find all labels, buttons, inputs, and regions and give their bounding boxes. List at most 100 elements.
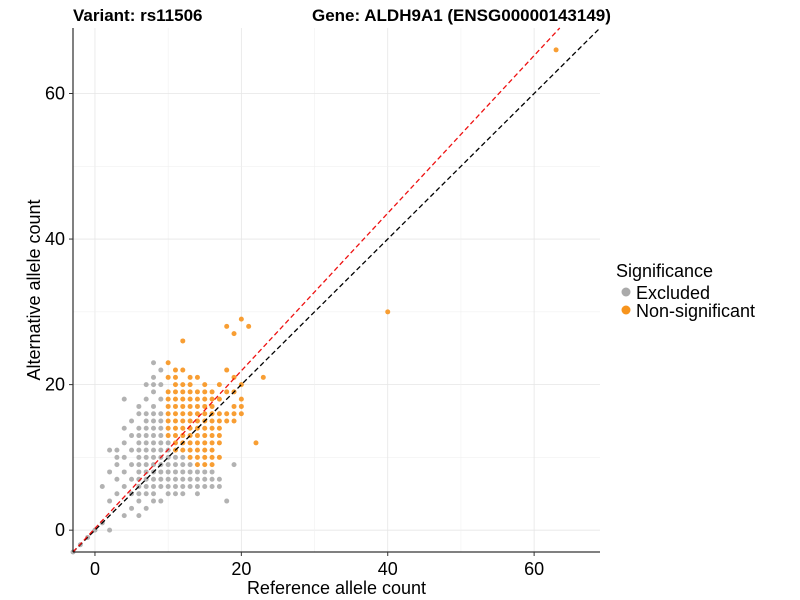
point-excluded (172, 476, 178, 482)
point-excluded (129, 505, 135, 511)
point-non-significant (165, 418, 171, 424)
point-non-significant (231, 374, 237, 380)
point-non-significant (187, 418, 193, 424)
point-excluded (158, 440, 164, 446)
point-excluded (165, 469, 171, 475)
point-excluded (107, 447, 113, 453)
point-non-significant (202, 389, 208, 395)
legend-swatch-non-significant (621, 305, 631, 315)
point-non-significant (172, 411, 178, 417)
point-excluded (209, 484, 215, 489)
point-excluded (136, 454, 142, 460)
point-non-significant (194, 389, 200, 395)
point-excluded (107, 498, 113, 504)
point-non-significant (172, 367, 178, 373)
point-excluded (187, 484, 193, 489)
legend-title: Significance (616, 261, 713, 281)
ticks: 0 20 40 60 0 20 40 60 (45, 84, 544, 580)
point-excluded (187, 469, 193, 475)
point-non-significant (246, 323, 252, 329)
point-excluded (151, 374, 157, 380)
point-excluded (143, 425, 149, 431)
point-non-significant (260, 374, 266, 380)
point-non-significant (172, 374, 178, 380)
y-tick-label: 60 (45, 84, 65, 104)
point-excluded (121, 440, 127, 446)
point-excluded (143, 411, 149, 417)
point-excluded (202, 469, 208, 475)
point-non-significant (224, 367, 230, 373)
point-excluded (180, 484, 186, 489)
point-excluded (129, 462, 135, 468)
point-non-significant (172, 396, 178, 402)
point-non-significant (224, 389, 230, 395)
point-non-significant (172, 382, 178, 388)
y-tick-label: 0 (55, 520, 65, 540)
point-excluded (136, 447, 142, 453)
point-excluded (136, 425, 142, 431)
reference-line-identity (72, 27, 601, 553)
point-non-significant (209, 403, 215, 409)
point-non-significant (194, 447, 200, 453)
point-excluded (180, 462, 186, 468)
chart-title-variant: Variant: rs11506 (73, 6, 202, 25)
point-excluded (202, 476, 208, 482)
point-excluded (172, 491, 178, 497)
point-non-significant (209, 447, 215, 453)
point-non-significant (187, 440, 193, 446)
point-excluded (165, 491, 171, 497)
point-excluded (136, 462, 142, 468)
point-excluded (194, 491, 200, 497)
point-excluded (107, 469, 113, 475)
reference-lines (72, 27, 601, 553)
point-excluded (143, 396, 149, 402)
point-non-significant (165, 403, 171, 409)
point-excluded (151, 433, 157, 439)
legend-swatch-excluded (621, 287, 631, 297)
point-non-significant (194, 396, 200, 402)
point-non-significant (209, 418, 215, 424)
point-excluded (216, 476, 222, 482)
point-non-significant (194, 374, 200, 380)
x-tick-label: 40 (378, 559, 398, 579)
point-non-significant (202, 462, 208, 468)
point-non-significant (202, 454, 208, 460)
point-non-significant (209, 462, 215, 468)
point-non-significant (180, 447, 186, 453)
point-non-significant (172, 433, 178, 439)
point-excluded (151, 447, 157, 453)
point-non-significant (187, 411, 193, 417)
point-non-significant (172, 418, 178, 424)
point-non-significant (216, 454, 222, 460)
point-excluded (158, 476, 164, 482)
point-non-significant (238, 411, 244, 417)
point-non-significant (187, 374, 193, 380)
point-excluded (121, 396, 127, 402)
point-excluded (129, 447, 135, 453)
point-non-significant (165, 389, 171, 395)
point-non-significant (202, 447, 208, 453)
point-non-significant (216, 382, 222, 388)
point-excluded (209, 476, 215, 482)
point-non-significant (187, 403, 193, 409)
point-excluded (158, 498, 164, 504)
point-non-significant (216, 411, 222, 417)
point-excluded (143, 505, 149, 511)
point-excluded (158, 447, 164, 453)
point-non-significant (209, 433, 215, 439)
point-non-significant (216, 425, 222, 431)
point-non-significant (180, 367, 186, 373)
point-non-significant (172, 389, 178, 395)
point-excluded (158, 469, 164, 475)
point-excluded (143, 433, 149, 439)
point-excluded (114, 491, 120, 497)
point-non-significant (209, 425, 215, 431)
point-excluded (172, 469, 178, 475)
point-excluded (151, 360, 157, 366)
point-excluded (121, 425, 127, 431)
point-excluded (158, 418, 164, 424)
x-tick-label: 60 (524, 559, 544, 579)
point-non-significant (209, 454, 215, 460)
point-non-significant (231, 418, 237, 424)
